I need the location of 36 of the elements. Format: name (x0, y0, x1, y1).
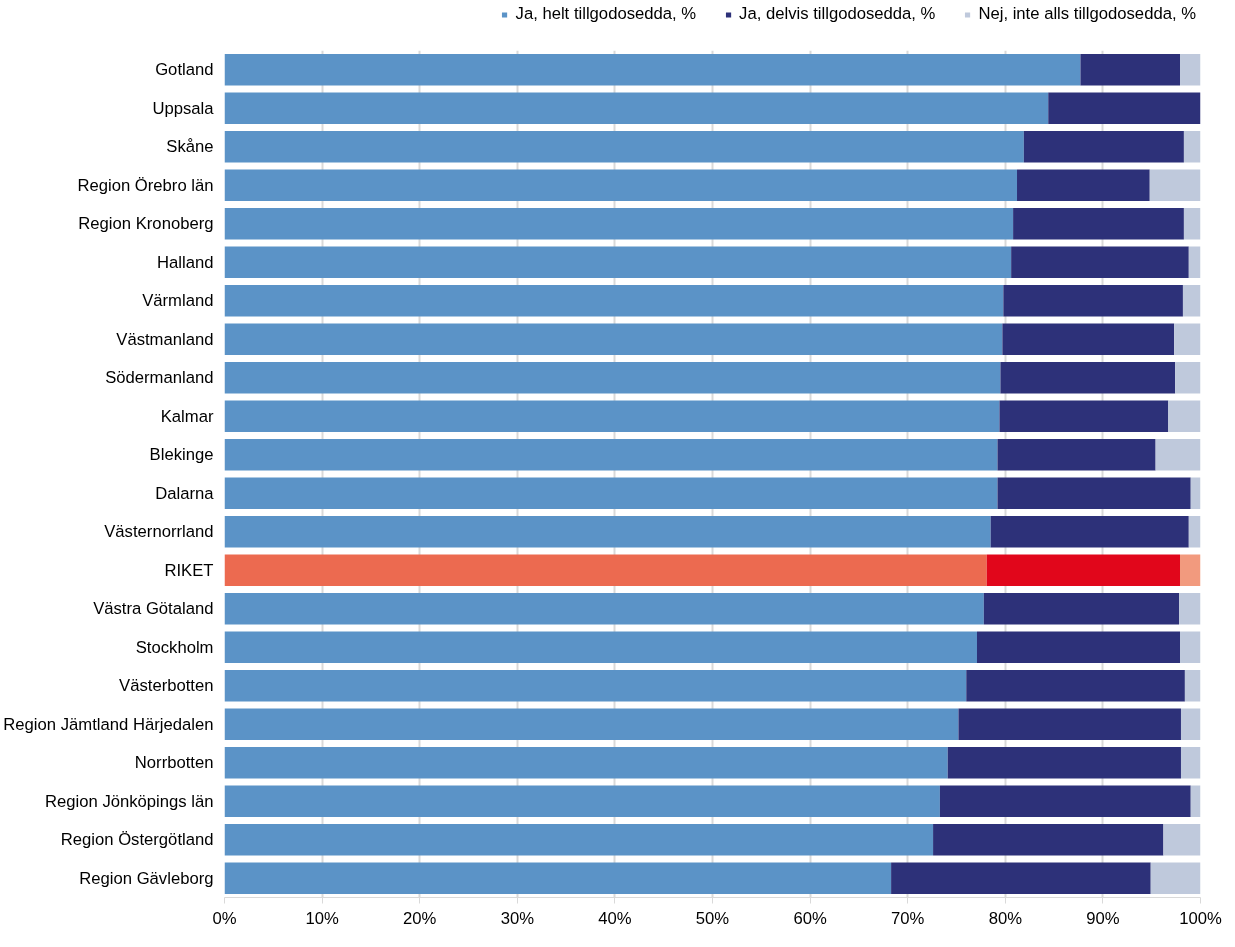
y-tick-label: Västmanland (116, 329, 214, 349)
y-tick-label: Uppsala (152, 98, 215, 118)
x-tick-label: 30% (500, 908, 535, 928)
y-tick-label: Region Jämtland Härjedalen (3, 714, 214, 734)
y-tick-label: RIKET (164, 560, 214, 580)
y-tick-label: Stockholm (135, 637, 214, 657)
x-tick-label: 90% (1086, 908, 1120, 928)
y-tick-label: Södermanland (105, 368, 214, 388)
y-tick-label: Västra Götaland (93, 599, 214, 619)
x-tick-label: 60% (793, 908, 827, 928)
x-tick-label: 50% (695, 908, 730, 928)
legend-label: Ja, helt tillgodosedda, % (515, 4, 697, 24)
y-tick-label: Kalmar (160, 406, 214, 426)
y-tick-label: Skåne (166, 137, 214, 157)
x-tick-label: 20% (403, 908, 437, 928)
y-tick-label: Region Östergötland (60, 830, 214, 850)
y-tick-label: Region Jönköpings län (44, 791, 214, 811)
y-tick-label: Region Gävleborg (79, 868, 214, 888)
x-tick-label: 100% (1179, 908, 1222, 928)
y-tick-label: Region Kronoberg (78, 214, 214, 234)
y-tick-label: Region Örebro län (77, 175, 214, 195)
y-tick-label: Blekinge (149, 445, 214, 465)
legend-label: Ja, delvis tillgodosedda, % (739, 4, 936, 24)
y-tick-label: Västernorrland (104, 522, 214, 542)
x-tick-label: 70% (891, 908, 925, 928)
y-tick-label: Gotland (155, 60, 214, 80)
x-tick-label: 10% (305, 908, 339, 928)
y-tick-label: Norrbotten (134, 753, 214, 773)
y-tick-label: Västerbotten (119, 676, 214, 696)
legend-label: Nej, inte alls tillgodosedda, % (978, 4, 1196, 24)
x-tick-label: 80% (988, 908, 1023, 928)
y-tick-label: Halland (157, 252, 214, 272)
y-tick-label: Värmland (142, 291, 214, 311)
y-tick-label: Dalarna (155, 483, 215, 503)
x-tick-label: 40% (598, 908, 632, 928)
x-tick-label: 0% (212, 908, 237, 928)
